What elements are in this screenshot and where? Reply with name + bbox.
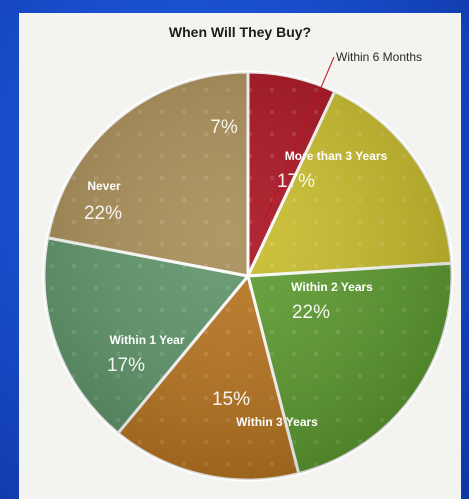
slice-label-never: Never [87,179,121,193]
slice-label-within-2-years: Within 2 Years [291,280,373,294]
slice-label-within-6-months: Within 6 Months [336,50,422,64]
slice-value-never: 22% [84,203,122,224]
slice-value-within-1-year: 17% [107,355,145,376]
pie-chart: 7% Within 6 Months More than 3 Years 17% Wit… [42,50,454,482]
chart-title: When Will They Buy? [168,24,312,40]
slice-label-more-than-3-years: More than 3 Years [285,149,388,163]
slice-label-within-1-year: Within 1 Year [109,333,184,347]
slice-value-within-3-years: 15% [212,389,250,410]
slice-value-more-than-3-years: 17% [277,171,315,192]
chart-panel: When Will They Buy? 7% Within 6 Months Mor… [19,13,461,499]
slice-value-within-2-years: 22% [292,302,330,323]
slice-value-within-6-months: 7% [210,117,238,138]
slice-label-within-3-years: Within 3 Years [236,415,318,429]
leader-line-within-6-months [264,56,335,219]
